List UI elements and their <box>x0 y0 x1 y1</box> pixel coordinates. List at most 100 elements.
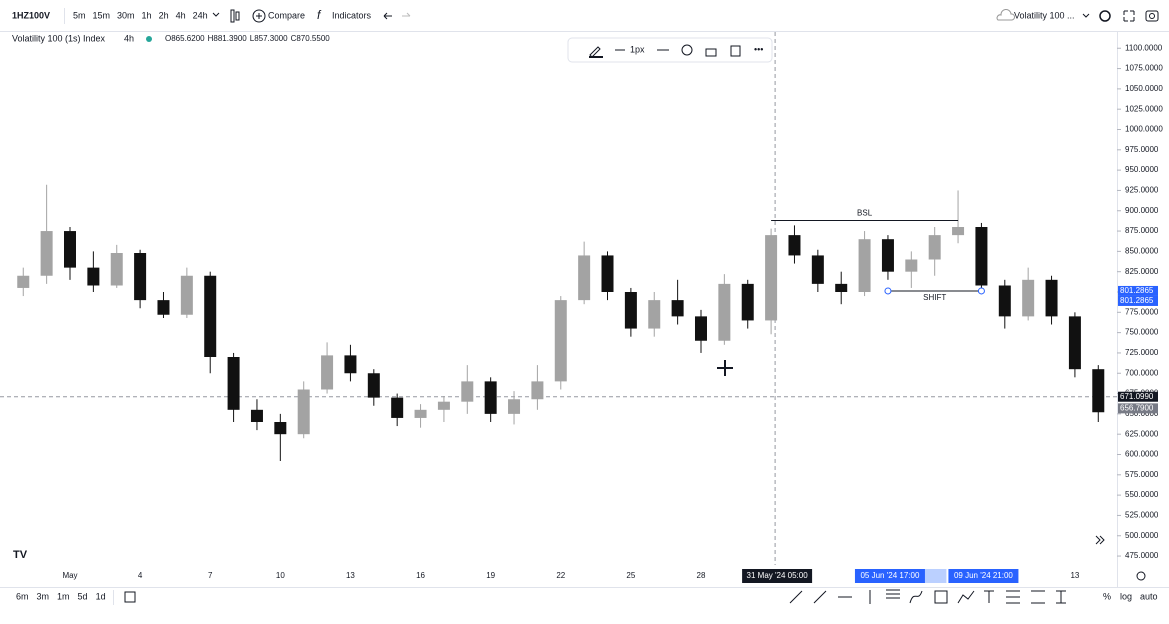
x-tick-label: 22 <box>556 571 565 580</box>
candle-body <box>484 381 497 414</box>
range-button[interactable]: 1m <box>57 591 70 601</box>
candle-body <box>881 239 894 272</box>
tool-icons[interactable] <box>789 589 1066 604</box>
delete-icon[interactable] <box>730 45 741 57</box>
settings-icon[interactable] <box>1099 10 1111 22</box>
candle-body <box>741 283 754 321</box>
candle-body <box>180 275 193 315</box>
time-label-box <box>742 569 813 583</box>
date-range-icon[interactable] <box>124 591 136 603</box>
dropdown[interactable] <box>1082 13 1090 18</box>
y-tick-label: 550.0000 <box>1125 490 1159 499</box>
scroll-right[interactable] <box>1095 535 1105 545</box>
legend-ohlc: O865.6200 <box>165 34 205 43</box>
fullscreen-icon[interactable] <box>1123 10 1135 22</box>
cursor <box>717 360 733 376</box>
interval-dropdown[interactable] <box>212 12 220 17</box>
price-label: 671.0990 <box>1120 392 1154 401</box>
candle-body <box>110 253 123 286</box>
y-tick-label: 650.0000 <box>1125 409 1159 418</box>
y-tick-label: 1000.0000 <box>1125 125 1163 134</box>
candle-body <box>765 235 778 321</box>
compare-button[interactable]: Compare <box>268 10 305 20</box>
interval-button[interactable]: 4h <box>176 10 186 20</box>
candle-body <box>928 235 941 260</box>
candle-body <box>297 389 310 435</box>
lock-icon[interactable] <box>705 48 717 57</box>
candle-body <box>531 381 544 400</box>
time-label: 09 Jun '24 21:00 <box>954 571 1013 580</box>
range-button[interactable]: 3m <box>37 591 50 601</box>
interval-button[interactable]: 15m <box>93 10 111 20</box>
candle-body <box>952 227 965 236</box>
candle-body <box>437 401 450 410</box>
chart-type-icon[interactable] <box>230 9 235 23</box>
candle-body <box>905 259 918 272</box>
cloud-icon <box>996 8 1016 21</box>
settings-icon[interactable] <box>681 44 693 56</box>
y-tick-label: 975.0000 <box>1125 145 1159 154</box>
candle-body <box>250 409 263 422</box>
y-tick-label: 1075.0000 <box>1125 64 1163 73</box>
drawing-tools <box>789 589 1066 604</box>
interval-button[interactable]: 24h <box>193 10 208 20</box>
range-button[interactable]: 6m <box>16 591 29 601</box>
candle-body <box>414 409 427 418</box>
interval-button[interactable]: 2h <box>159 10 169 20</box>
indicators-button[interactable]: Indicators <box>332 10 372 20</box>
time-label-box <box>854 569 925 583</box>
status-dot <box>146 36 152 42</box>
x-tick-label: 25 <box>626 571 635 580</box>
y-tick-label: 625.0000 <box>1125 429 1159 438</box>
x-tick-label: 13 <box>346 571 355 580</box>
screenshot-icon[interactable] <box>1145 10 1159 22</box>
scale-button[interactable]: auto <box>1140 591 1158 601</box>
symbol-name[interactable]: Volatility 100 ... <box>1014 10 1075 20</box>
legend-ohlc: H881.3900 <box>208 34 248 43</box>
annotation-label: BSL <box>857 209 873 218</box>
candle-body <box>391 397 404 418</box>
y-tick-label: 825.0000 <box>1125 267 1159 276</box>
symbol[interactable]: 1HZ100V <box>12 10 50 20</box>
price-label-box <box>1118 285 1158 296</box>
scale-button[interactable]: log <box>1120 591 1132 601</box>
anchor-handle[interactable] <box>977 287 985 295</box>
candle-body <box>718 283 731 341</box>
price-label: 801.2865 <box>1120 296 1154 305</box>
candle-body <box>601 255 614 292</box>
undo[interactable] <box>383 12 392 20</box>
line-width[interactable]: 1px <box>630 44 645 54</box>
candle-body <box>578 255 591 301</box>
y-tick-label: 775.0000 <box>1125 307 1159 316</box>
candle-body <box>811 255 824 284</box>
x-tick-label: 28 <box>697 571 706 580</box>
candle-body <box>788 235 801 256</box>
candle-body <box>274 422 287 435</box>
more-button[interactable]: ••• <box>754 44 763 54</box>
candle-body <box>227 357 240 410</box>
axis-settings[interactable] <box>1136 571 1146 581</box>
range-button[interactable]: 1d <box>96 591 106 601</box>
interval-button[interactable]: 1h <box>142 10 152 20</box>
anchor-handle[interactable] <box>884 287 892 295</box>
candle-body <box>694 316 707 341</box>
interval-button[interactable]: 5m <box>73 10 86 20</box>
y-tick-label: 575.0000 <box>1125 470 1159 479</box>
y-tick-label: 750.0000 <box>1125 328 1159 337</box>
candle-body <box>157 300 170 315</box>
range-button[interactable]: 5d <box>78 591 88 601</box>
candle-body <box>204 275 217 357</box>
candle-body <box>367 373 380 398</box>
y-tick-label: 1050.0000 <box>1125 84 1163 93</box>
interval-button[interactable]: 30m <box>117 10 135 20</box>
candle-body <box>64 231 76 268</box>
price-label-box <box>1118 403 1158 414</box>
x-tick-label: 4 <box>138 571 143 580</box>
tv-logo: TV <box>13 549 28 561</box>
candle-body <box>624 292 637 329</box>
scale-button[interactable]: % <box>1103 591 1111 601</box>
candle-body <box>1045 279 1058 317</box>
redo[interactable] <box>402 12 411 17</box>
candle-body <box>1068 316 1081 370</box>
